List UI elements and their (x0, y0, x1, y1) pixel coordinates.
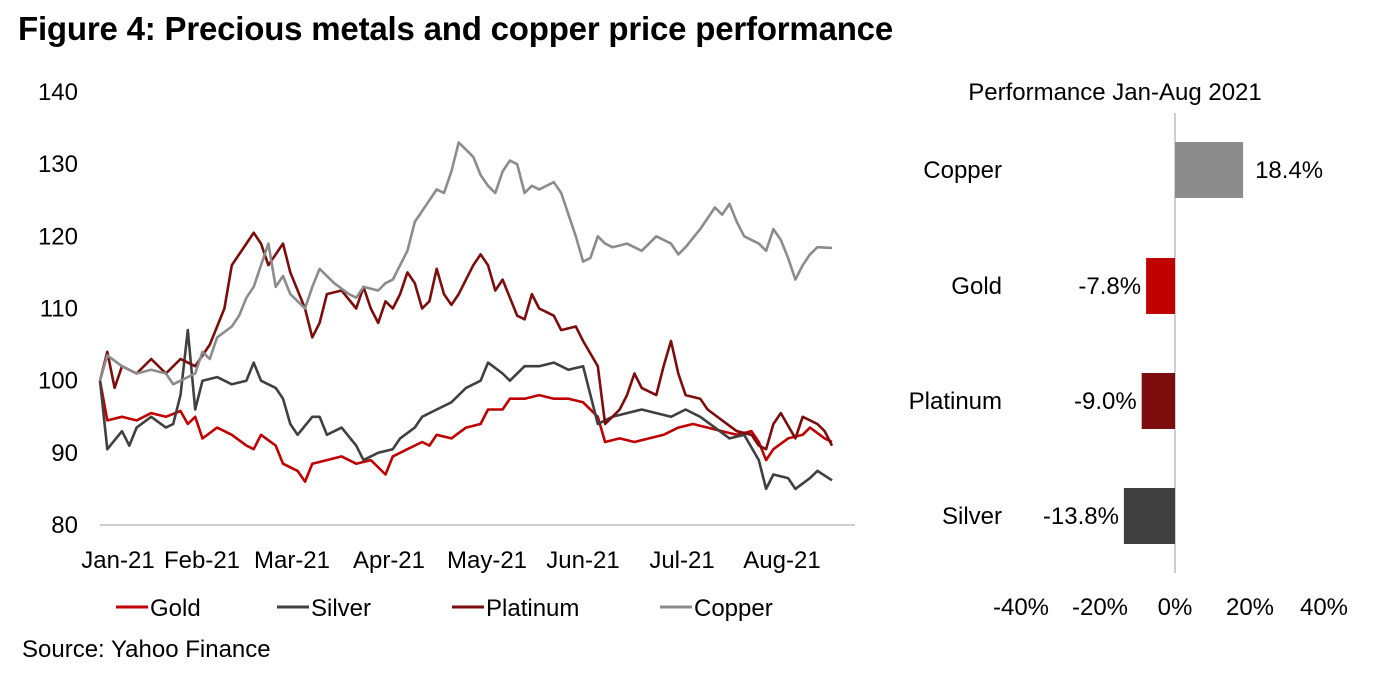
bar-value-label: -9.0% (1074, 388, 1137, 415)
y-tick-label: 130 (38, 151, 78, 178)
y-tick-label: 100 (38, 368, 78, 395)
figure-title: Figure 4: Precious metals and copper pri… (18, 10, 893, 47)
bar-x-tick-label: 20% (1226, 594, 1274, 621)
x-tick-label: Jan-21 (81, 547, 154, 574)
x-tick-label: Aug-21 (743, 547, 820, 574)
bar-chart-title: Performance Jan-Aug 2021 (968, 79, 1262, 106)
y-tick-label: 90 (51, 440, 78, 467)
bar-copper (1175, 142, 1244, 198)
x-tick-label: Mar-21 (254, 547, 330, 574)
bar-platinum (1141, 373, 1175, 429)
x-tick-label: Jul-21 (649, 547, 714, 574)
bar-category-label: Copper (923, 157, 1002, 184)
bar-category-label: Gold (951, 273, 1002, 300)
series-line-platinum (98, 231, 834, 451)
bar-x-tick-label: -20% (1072, 594, 1128, 621)
bar-gold (1146, 258, 1175, 314)
legend-label-silver: Silver (311, 595, 371, 622)
bar-category-label: Silver (942, 503, 1002, 530)
bar-silver (1123, 488, 1175, 544)
source-note: Source: Yahoo Finance (22, 636, 271, 663)
bar-chart: Performance Jan-Aug 2021 -40% -20% 0% 20% 40… (909, 79, 1348, 621)
y-tick-label: 120 (38, 223, 78, 250)
bar-x-tick-label: 40% (1300, 594, 1348, 621)
x-tick-label: May-21 (447, 547, 527, 574)
series-line-gold (98, 380, 833, 483)
series-line-silver (98, 328, 833, 491)
bar-category-label: Platinum (909, 388, 1002, 415)
x-tick-label: Apr-21 (353, 547, 425, 574)
bar-x-tick-label: -40% (993, 594, 1049, 621)
series-line-copper (98, 141, 833, 386)
bar-value-label: 18.4% (1255, 157, 1323, 184)
y-tick-label: 80 (51, 512, 78, 539)
bar-value-label: -13.8% (1043, 503, 1119, 530)
bar-x-tick-label: 0% (1158, 594, 1193, 621)
bar-value-label: -7.8% (1078, 273, 1141, 300)
legend-label-copper: Copper (694, 595, 773, 622)
y-tick-label: 140 (38, 79, 78, 106)
line-chart: 80 90 100 110 120 130 140 Jan-21 Feb-21 Mar-21 Apr… (38, 79, 855, 622)
x-tick-label: Feb-21 (164, 547, 240, 574)
y-tick-label: 110 (40, 296, 78, 323)
legend-label-gold: Gold (150, 595, 201, 622)
x-tick-label: Jun-21 (546, 547, 619, 574)
legend-label-platinum: Platinum (486, 595, 579, 622)
